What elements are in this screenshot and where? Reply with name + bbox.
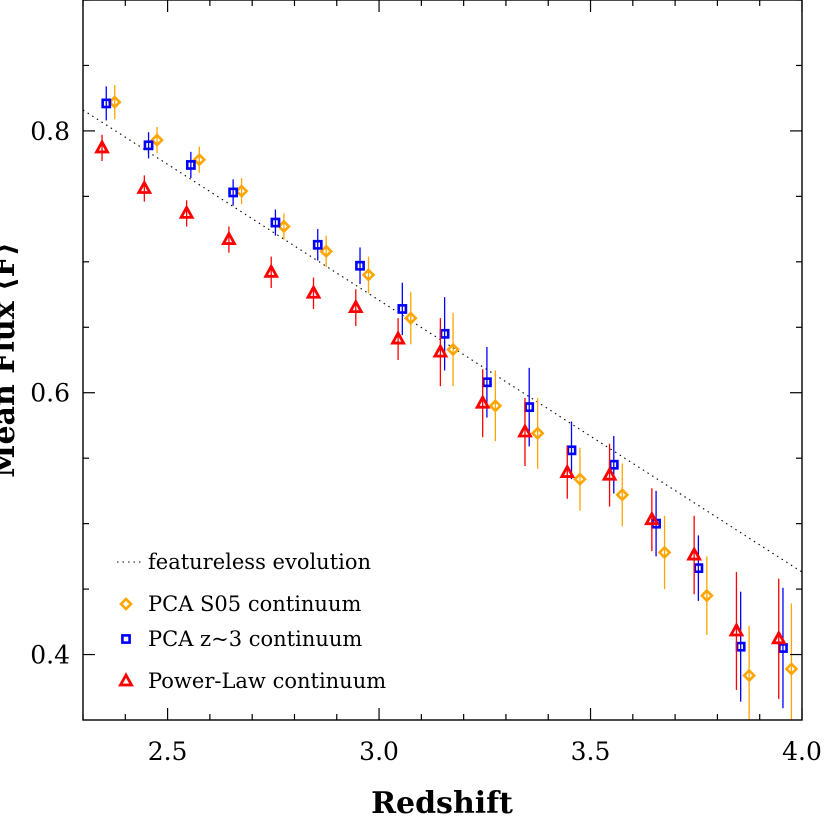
- y-tick-label: 0.8: [30, 117, 70, 146]
- legend-entry-featureless: featureless evolution: [117, 550, 371, 574]
- x-tick-label: 4.0: [782, 737, 822, 766]
- data-point-pca-s05: [573, 472, 587, 486]
- data-point-pca-s05: [277, 219, 291, 234]
- data-point-power-law: [136, 179, 153, 194]
- featureless-evolution-line: [83, 109, 802, 573]
- x-tick-label: 2.5: [148, 737, 188, 766]
- series-power-law: [94, 134, 787, 700]
- legend-swatch-power-law: [118, 672, 134, 687]
- data-point-power-law: [390, 330, 406, 345]
- data-point-pca-z3: [312, 239, 323, 250]
- data-point-power-law: [263, 263, 280, 278]
- data-point-pca-z3: [101, 98, 112, 109]
- data-point-power-law: [686, 546, 703, 561]
- data-point-pca-z3: [228, 187, 239, 198]
- data-point-power-law: [601, 466, 618, 481]
- data-point-pca-s05: [107, 95, 122, 109]
- legend-marker-power-law: [118, 672, 134, 687]
- data-point-pca-s05: [446, 342, 460, 357]
- data-point-pca-s05: [615, 487, 630, 502]
- data-point-pca-z3: [185, 160, 196, 170]
- legend-swatch-pca-s05: [119, 597, 133, 611]
- plot-area: [83, 85, 802, 720]
- legend-swatch-pca-z3: [121, 634, 131, 644]
- plot-frame: [82, 0, 803, 721]
- data-point-power-law: [728, 622, 745, 637]
- data-point-pca-z3: [355, 260, 365, 271]
- x-tick-label: 3.0: [359, 737, 399, 766]
- data-point-power-law: [770, 629, 787, 645]
- data-point-power-law: [517, 423, 533, 438]
- data-point-pca-z3: [270, 217, 281, 228]
- data-point-pca-s05: [742, 668, 756, 683]
- legend-entry-power-law: Power-Law continuum: [118, 669, 386, 693]
- data-point-pca-z3: [143, 140, 154, 151]
- data-point-pca-s05: [784, 662, 799, 676]
- data-point-power-law: [643, 510, 660, 526]
- legend-marker-pca-s05: [119, 597, 133, 611]
- data-point-power-law: [94, 139, 110, 154]
- data-point-pca-s05: [488, 398, 503, 413]
- legend-entry-pca-z3: PCA z~3 continuum: [121, 627, 362, 651]
- legend-label-pca-z3: PCA z~3 continuum: [148, 627, 362, 651]
- data-point-power-law: [347, 298, 364, 314]
- legend-marker-pca-z3: [121, 634, 131, 644]
- data-point-pca-s05: [403, 311, 418, 325]
- data-point-pca-s05: [150, 133, 164, 147]
- y-axis-title: Mean Flux ⟨F⟩: [0, 242, 22, 478]
- legend-label-featureless: featureless evolution: [148, 550, 371, 574]
- data-point-power-law: [432, 343, 449, 358]
- legend-label-pca-s05: PCA S05 continuum: [148, 592, 361, 616]
- axis-ticks: [82, 0, 803, 720]
- y-tick-label: 0.4: [30, 641, 70, 670]
- y-tick-label: 0.6: [30, 379, 70, 408]
- series-pca-s05: [107, 85, 799, 720]
- axis-tick-labels: 2.5 3.0 3.5 4.0 0.4 0.6 0.8: [30, 117, 822, 766]
- data-point-pca-s05: [530, 426, 545, 441]
- data-point-pca-s05: [319, 244, 334, 259]
- data-point-power-law: [559, 463, 576, 478]
- data-point-pca-s05: [234, 184, 249, 198]
- data-point-pca-s05: [192, 152, 207, 167]
- data-point-power-law: [221, 230, 237, 245]
- data-point-power-law: [178, 204, 195, 219]
- data-series-layer: [94, 85, 799, 720]
- legend-entry-pca-s05: PCA S05 continuum: [119, 592, 361, 616]
- x-axis-title: Redshift: [371, 786, 513, 820]
- data-point-pca-s05: [361, 268, 376, 282]
- x-tick-label: 3.5: [571, 737, 611, 766]
- data-point-power-law: [474, 394, 491, 409]
- legend: featureless evolution PCA S05 continuum …: [117, 550, 386, 693]
- legend-label-power-law: Power-Law continuum: [148, 669, 386, 693]
- data-point-pca-z3: [397, 304, 408, 314]
- data-point-pca-s05: [699, 588, 714, 603]
- data-point-pca-s05: [657, 545, 672, 560]
- data-point-power-law: [305, 284, 322, 299]
